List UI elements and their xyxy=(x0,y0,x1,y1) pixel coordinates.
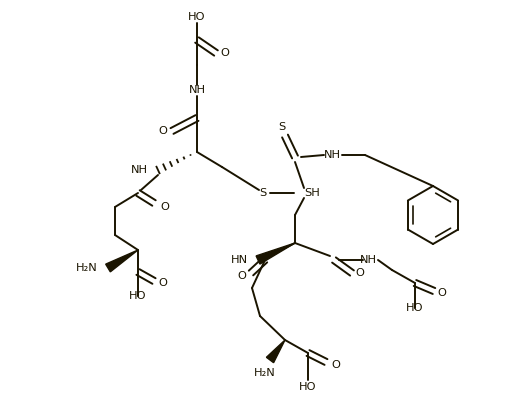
Text: H₂N: H₂N xyxy=(76,263,98,273)
Text: HO: HO xyxy=(188,12,206,22)
Text: HO: HO xyxy=(129,291,147,301)
Text: HO: HO xyxy=(406,303,424,313)
Text: O: O xyxy=(159,278,168,288)
Text: HO: HO xyxy=(299,382,317,392)
Text: S: S xyxy=(278,122,286,132)
Text: S: S xyxy=(260,188,267,198)
Text: O: O xyxy=(356,268,365,278)
Polygon shape xyxy=(267,340,285,363)
Text: O: O xyxy=(332,360,340,370)
Text: O: O xyxy=(437,288,446,298)
Text: NH: NH xyxy=(323,150,340,160)
Text: O: O xyxy=(161,202,170,212)
Text: HN: HN xyxy=(231,255,248,265)
Text: H₂N: H₂N xyxy=(254,368,276,378)
Polygon shape xyxy=(256,243,295,264)
Text: NH: NH xyxy=(360,255,377,265)
Text: O: O xyxy=(237,271,246,281)
Polygon shape xyxy=(106,250,138,272)
Text: O: O xyxy=(221,48,229,58)
Text: NH: NH xyxy=(188,85,206,95)
Text: SH: SH xyxy=(304,188,320,198)
Text: O: O xyxy=(159,126,168,136)
Text: NH: NH xyxy=(131,165,148,175)
